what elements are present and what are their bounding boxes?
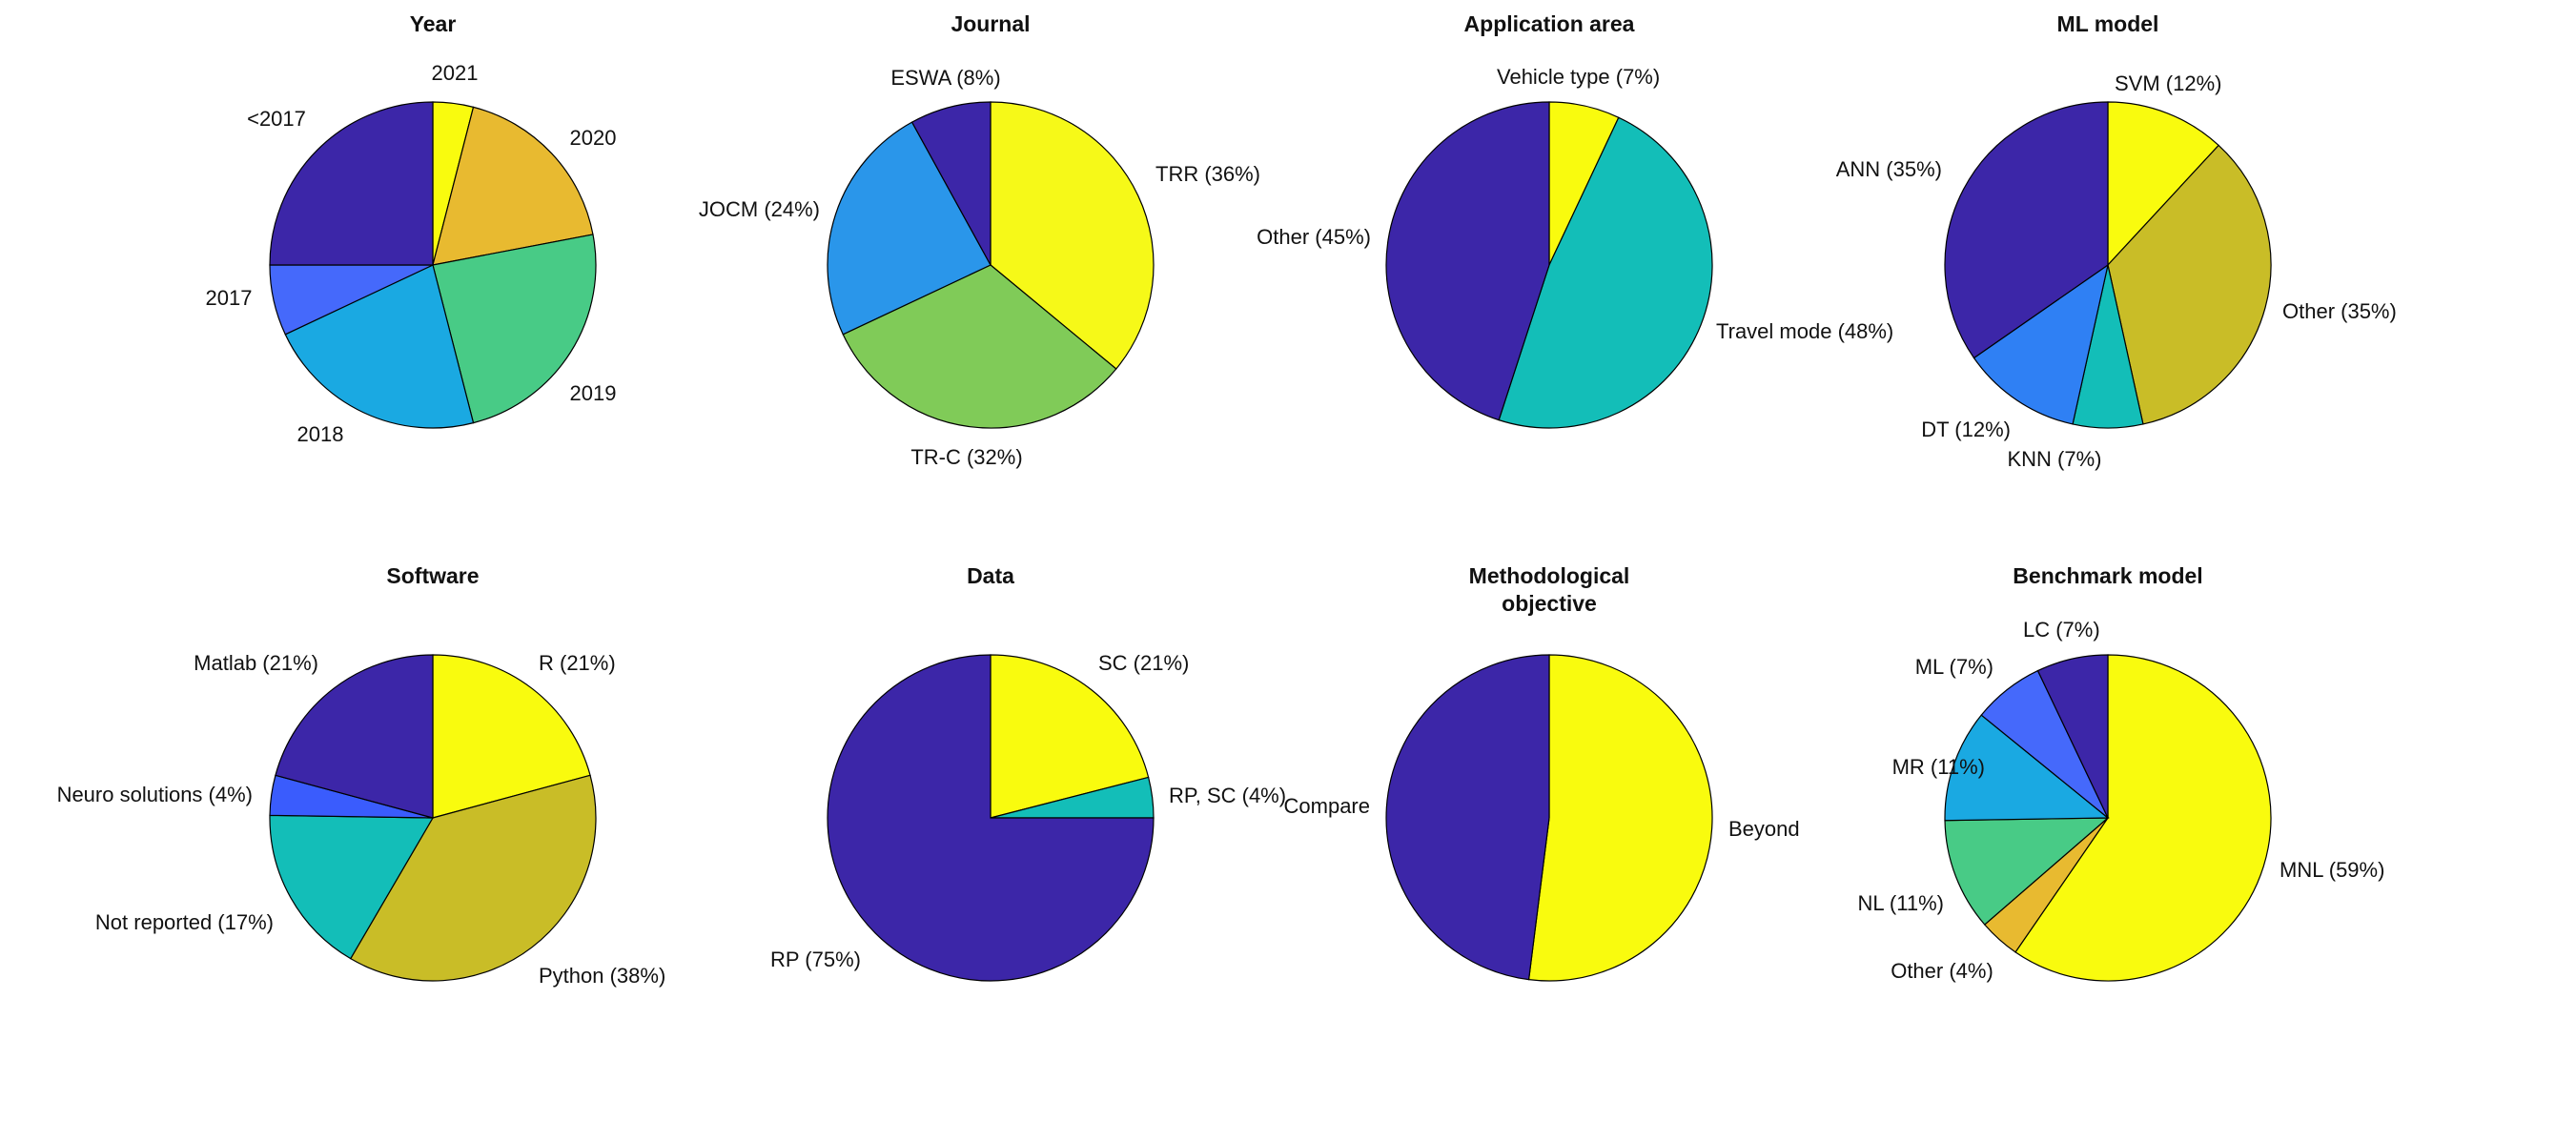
pie-slice-mnl-59 <box>2014 654 2272 982</box>
slice-label-tr-c-32: TR-C (32%) <box>910 445 1022 469</box>
pie-slice-2019 <box>432 234 597 424</box>
pie-chart-year: Year 2021 2020 2019 2018 2017 <2017 <box>206 11 617 446</box>
slice-label-sc-21: SC (21%) <box>1098 651 1189 675</box>
slice-label-rp-sc-4: RP, SC (4%) <box>1169 784 1286 807</box>
pie-slice-svm-12 <box>2107 101 2219 267</box>
pie-slice-r-21 <box>432 654 591 819</box>
slice-label-eswa-8: ESWA (8%) <box>890 66 1000 90</box>
slice-label-trr-36: TRR (36%) <box>1155 162 1260 186</box>
pie-slice-nl-11 <box>1944 817 2110 926</box>
pie-slice-python-38 <box>349 774 597 982</box>
slice-label-2021: 2021 <box>432 61 479 85</box>
slice-label-svm-12: SVM (12%) <box>2115 71 2221 95</box>
chart-title: Software <box>386 563 479 588</box>
slice-label-jocm-24: JOCM (24%) <box>699 197 820 221</box>
slice-label-2020: 2020 <box>570 126 617 150</box>
chart-title: objective <box>1502 591 1597 616</box>
slice-label-other-4: Other (4%) <box>1891 959 1993 983</box>
pie-slice-not-reported-17 <box>269 814 435 960</box>
pie-slice-rp-75 <box>827 654 1155 982</box>
chart-title: ML model <box>2057 11 2159 36</box>
pie-chart-application-area: Application area Vehicle type (7%) Travel … <box>1257 11 1893 429</box>
slice-label-compare: Compare <box>1284 794 1370 818</box>
pie-slice-other-35 <box>2107 144 2272 425</box>
slice-label-other-35: Other (35%) <box>2282 299 2397 323</box>
pie-slice-eswa-8 <box>910 101 992 266</box>
pie-chart-benchmark-model: Benchmark model MNL (59%) Other (4%) NL (11… <box>1858 563 2385 983</box>
chart-title: Application area <box>1464 11 1635 36</box>
pie-slice-2018 <box>284 264 475 429</box>
slice-label-2018: 2018 <box>297 422 344 446</box>
slice-label-2019: 2019 <box>570 381 617 405</box>
slice-label-rp-75: RP (75%) <box>770 948 861 971</box>
slice-label-travel-mode-48: Travel mode (48%) <box>1716 319 1893 343</box>
slice-label-other-45: Other (45%) <box>1257 225 1371 249</box>
slice-label-nl-11: NL (11%) <box>1858 891 1944 915</box>
slice-label-2017: <2017 <box>247 107 306 131</box>
pie-slice-travel-mode-48 <box>1498 116 1713 429</box>
pie-slice-other-45 <box>1385 101 1550 421</box>
slice-label-vehicle-type-7: Vehicle type (7%) <box>1497 65 1660 89</box>
pie-chart-methodological-objective: Methodological objective Beyond Compare <box>1284 563 1800 982</box>
pie-chart-software: Software R (21%) Python (38%) Not reported … <box>57 563 666 988</box>
pie-slice-sc-21 <box>990 654 1150 819</box>
slice-label-beyond: Beyond <box>1728 817 1800 841</box>
chart-title: Benchmark model <box>2013 563 2202 588</box>
slice-label-r-21: R (21%) <box>539 651 616 675</box>
pie-slice-jocm-24 <box>827 121 992 336</box>
slice-label-ann-35: ANN (35%) <box>1836 157 1942 181</box>
pie-slice-mr-11 <box>1944 714 2110 822</box>
pie-slice-2020 <box>432 106 594 266</box>
slice-label-dt-12: DT (12%) <box>1921 418 2011 441</box>
slice-label-neuro-solutions-4: Neuro solutions (4%) <box>57 783 253 806</box>
pie-slice-beyond <box>1527 654 1713 982</box>
slice-label-lc-7: LC (7%) <box>2023 618 2100 642</box>
pie-slice-ann-35 <box>1944 101 2109 359</box>
pie-slice-dt-12 <box>1973 263 2109 425</box>
pie-chart-journal: Journal TRR (36%) TR-C (32%) JOCM (24%) ESWA… <box>699 11 1260 469</box>
slice-label-ml-7: ML (7%) <box>1915 655 1993 679</box>
pie-slice-matlab-21 <box>275 654 434 819</box>
slice-label-not-reported-17: Not reported (17%) <box>95 910 274 934</box>
slice-label-knn-7: KNN (7%) <box>2007 447 2101 471</box>
pie-chart-ml-model: ML model SVM (12%) Other (35%) KNN (7%) DT (… <box>1836 11 2397 471</box>
slice-label-matlab-21: Matlab (21%) <box>194 651 318 675</box>
chart-title: Journal <box>951 11 1030 36</box>
slice-label-mr-11: MR (11%) <box>1892 755 1985 779</box>
pie-slice-compare <box>1385 654 1550 981</box>
slice-label-2017: 2017 <box>206 286 253 310</box>
pie-slice-2017 <box>269 101 434 266</box>
pie-slice-tr-c-32 <box>842 264 1117 429</box>
slice-label-python-38: Python (38%) <box>539 964 665 988</box>
chart-title: Year <box>410 11 457 36</box>
pie-slice-trr-36 <box>990 101 1155 370</box>
slice-label-mnl-59: MNL (59%) <box>2280 858 2384 882</box>
pie-chart-data: Data SC (21%) RP, SC (4%) RP (75%) <box>770 563 1286 982</box>
chart-title: Methodological <box>1469 563 1630 588</box>
chart-title: Data <box>967 563 1014 588</box>
pie-slice-lc-7 <box>2036 654 2109 819</box>
